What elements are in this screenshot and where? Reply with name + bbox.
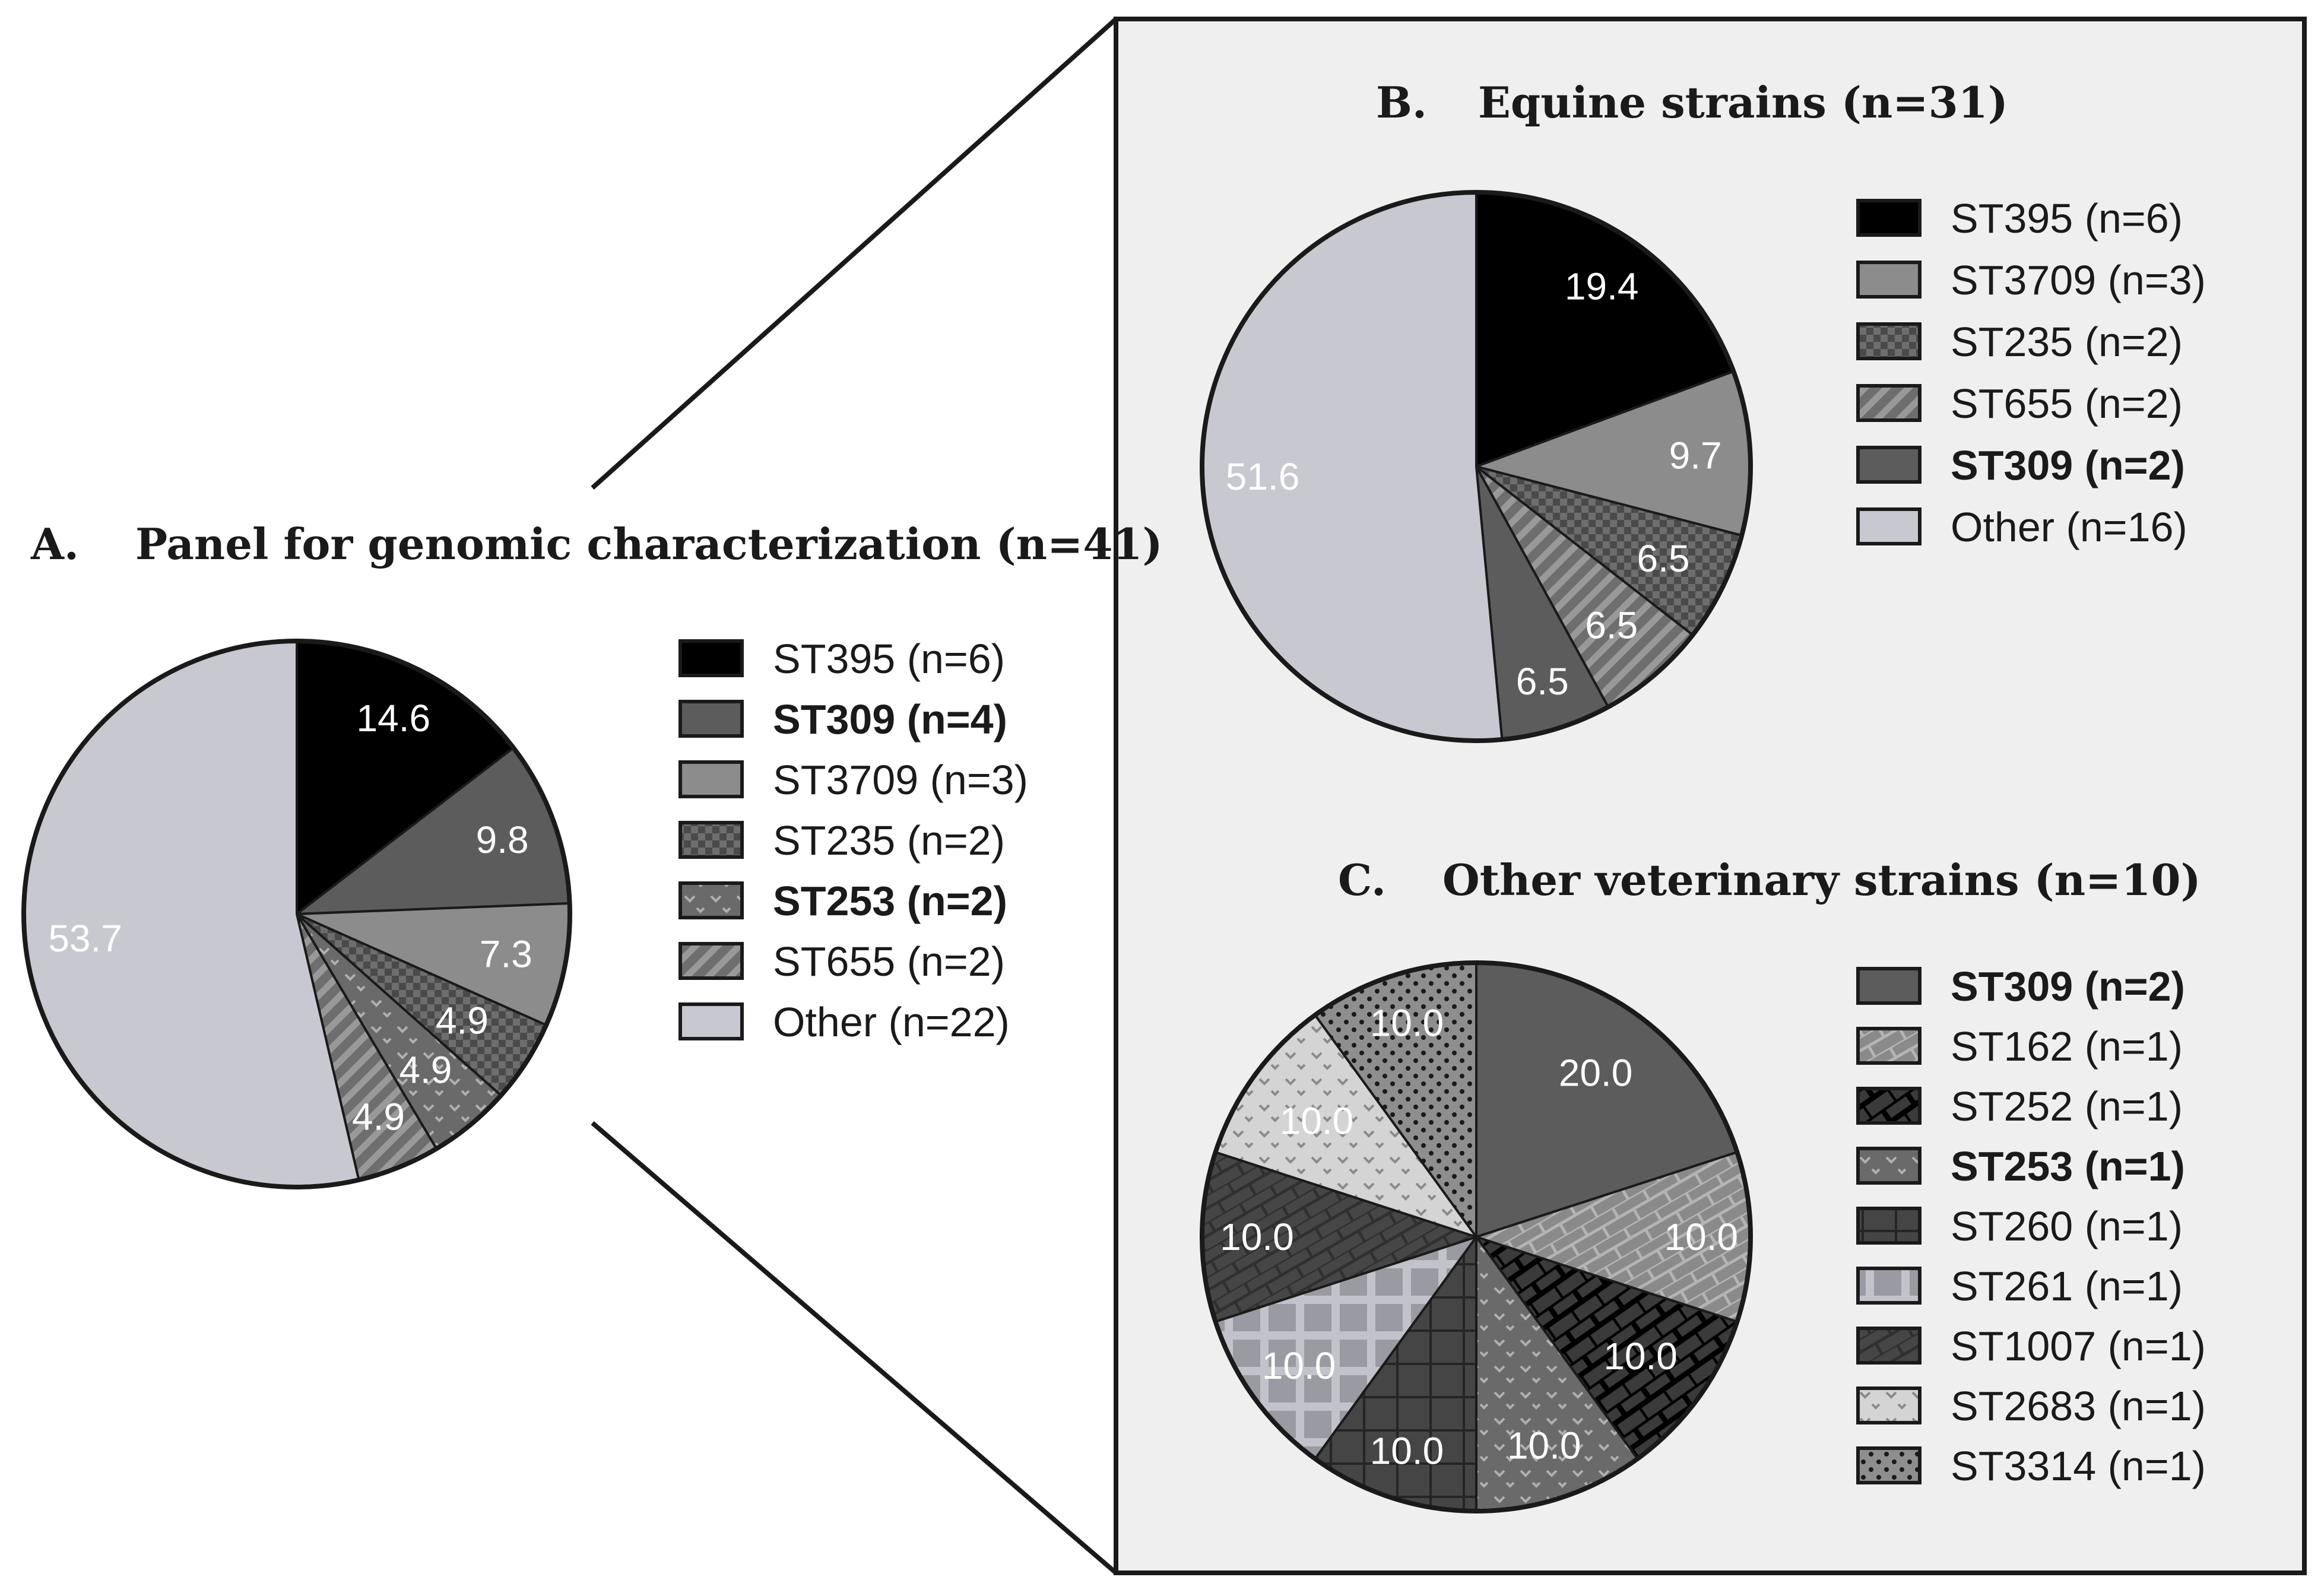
legend-swatch (1856, 1267, 1922, 1305)
slice-value-label: 9.7 (1669, 434, 1722, 477)
slice-value-label: 9.8 (476, 818, 529, 861)
legend-label: ST1007 (n=1) (1951, 1323, 2206, 1369)
legend-swatch (1856, 967, 1922, 1005)
panel-c: C. Other veterinary strains (n=10) 20.0 1… (1200, 855, 2206, 1513)
legend-swatch (678, 1002, 744, 1040)
legend-swatch (1856, 1207, 1922, 1245)
pie-chart-c: 20.0 10.0 10.0 10.0 10.0 10.0 10.0 10.0 10.0 (1200, 960, 1753, 1513)
pie-outline (1200, 960, 1753, 1513)
slice-value-label: 10.0 (1220, 1216, 1294, 1258)
slice-value-label: 10.0 (1262, 1344, 1336, 1387)
legend-swatch (1856, 1087, 1922, 1125)
pie-outline (21, 639, 572, 1189)
zoom-line-bottom (591, 1121, 1118, 1575)
legend-swatch (678, 821, 744, 859)
legend-swatch (678, 942, 744, 980)
slice-value-label: 10.0 (1507, 1424, 1581, 1467)
legend-label: Other (n=16) (1951, 504, 2187, 550)
legend-b: ST395 (n=6) ST3709 (n=3) ST235 (n=2) ST655 … (1856, 195, 2206, 550)
slice-value-label: 4.9 (352, 1095, 405, 1138)
slice-value-label: 53.7 (48, 917, 122, 960)
legend-label: ST235 (n=2) (1951, 319, 2183, 365)
legend-swatch (1856, 1386, 1922, 1424)
legend-label: ST253 (n=2) (773, 878, 1007, 924)
panel-a-letter: A. (30, 519, 79, 569)
legend-label: ST253 (n=1) (1951, 1143, 2185, 1189)
legend-swatch (1856, 1446, 1922, 1484)
slice-value-label: 7.3 (480, 933, 532, 976)
legend-label: ST3709 (n=3) (773, 757, 1028, 803)
legend-swatch (678, 639, 744, 677)
pie-outline (1200, 190, 1753, 743)
legend-label: ST309 (n=4) (773, 696, 1007, 743)
legend-label: ST395 (n=6) (1951, 195, 2183, 242)
panel-b: B. Equine strains (n=31) 19.4 9.7 6.5 6.5 6.… (1200, 77, 2206, 743)
legend-label: ST395 (n=6) (773, 636, 1005, 682)
slice-value-label: 14.6 (357, 697, 431, 740)
legend-label: ST655 (n=2) (773, 938, 1005, 985)
panel-c-title: Other veterinary strains (n=10) (1442, 855, 2201, 905)
legend-swatch (1856, 1147, 1922, 1185)
legend-label: ST655 (n=2) (1951, 380, 2183, 427)
legend-swatch (1856, 322, 1922, 360)
panel-b-letter: B. (1376, 77, 1427, 128)
panel-b-title: Equine strains (n=31) (1478, 77, 2008, 128)
legend-label: ST252 (n=1) (1951, 1083, 2183, 1129)
slice-value-label: 10.0 (1370, 1002, 1444, 1045)
legend-label: ST235 (n=2) (773, 817, 1005, 864)
slice-value-label: 6.5 (1637, 537, 1690, 580)
slice-value-label: 6.5 (1585, 604, 1638, 646)
legend-a: ST395 (n=6) ST309 (n=4) ST3709 (n=3) ST235 … (678, 636, 1028, 1045)
slice-value-label: 10.0 (1280, 1100, 1354, 1143)
slice-value-label: 6.5 (1516, 660, 1569, 703)
legend-swatch (1856, 1327, 1922, 1365)
legend-swatch (1856, 1027, 1922, 1065)
legend-label: Other (n=22) (773, 999, 1010, 1045)
legend-label: ST2683 (n=1) (1951, 1383, 2206, 1429)
panel-a: A. Panel for genomic characterization (n… (21, 519, 1163, 1189)
legend-swatch (678, 760, 744, 798)
slice-value-label: 10.0 (1370, 1429, 1444, 1472)
pie-chart-a: 14.69.87.34.94.94.953.7 (21, 639, 572, 1189)
legend-swatch (678, 700, 744, 738)
slice-value-label: 51.6 (1226, 455, 1300, 498)
legend-label: ST162 (n=1) (1951, 1023, 2183, 1070)
legend-label: ST3709 (n=3) (1951, 257, 2206, 303)
legend-swatch (1856, 261, 1922, 299)
legend-label: ST261 (n=1) (1951, 1263, 2183, 1309)
slice-value-label: 10.0 (1603, 1335, 1678, 1378)
legend-swatch (1856, 384, 1922, 422)
legend-c: ST309 (n=2) ST162 (n=1) ST252 (n=1) ST253 (… (1856, 963, 2206, 1489)
legend-swatch (1856, 199, 1922, 237)
panel-a-title: Panel for genomic characterization (n=41… (135, 519, 1163, 569)
slice-value-label: 10.0 (1664, 1216, 1739, 1258)
legend-swatch (1856, 446, 1922, 484)
legend-label: ST260 (n=1) (1951, 1203, 2183, 1249)
legend-label: ST3314 (n=1) (1951, 1443, 2206, 1489)
pie-chart-b: 19.4 9.7 6.5 6.5 6.5 51.6 (1200, 190, 1753, 743)
legend-label: ST309 (n=2) (1951, 442, 2185, 488)
legend-swatch (1856, 507, 1922, 545)
slice-value-label: 4.9 (436, 1000, 489, 1042)
slice-value-label: 20.0 (1559, 1051, 1633, 1094)
slice-value-label: 19.4 (1565, 265, 1639, 308)
legend-swatch (678, 881, 744, 919)
slice-value-label: 4.9 (399, 1048, 452, 1091)
panel-c-letter: C. (1338, 855, 1386, 905)
legend-label: ST309 (n=2) (1951, 963, 2185, 1010)
zoom-line-top (591, 17, 1118, 490)
